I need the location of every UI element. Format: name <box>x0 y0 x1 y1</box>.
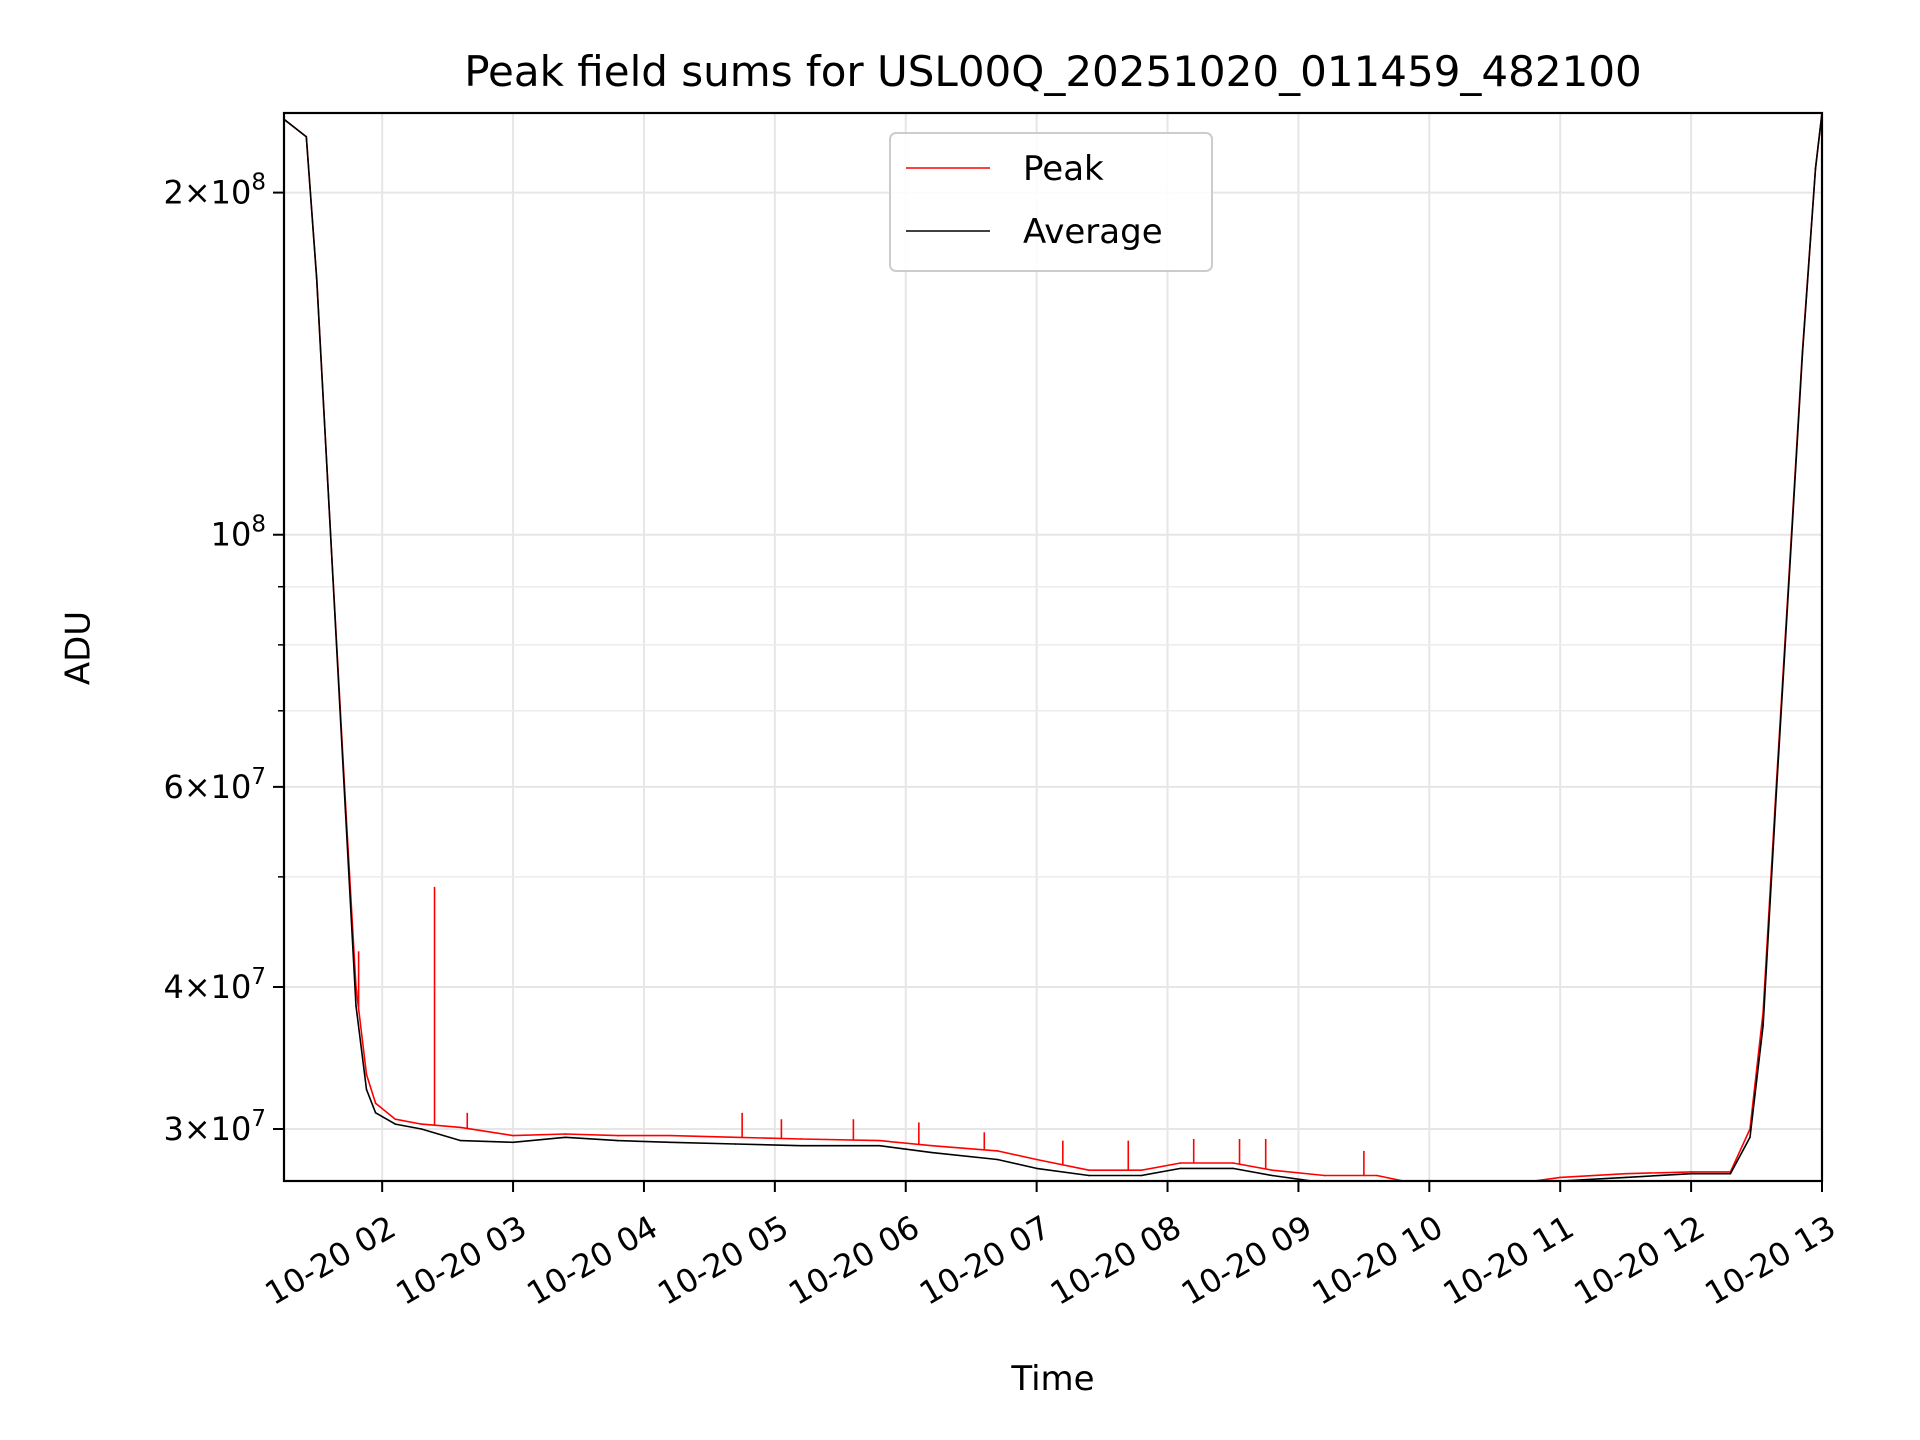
peak-point <box>669 1134 671 1137</box>
average-point <box>355 1005 357 1007</box>
average-point <box>996 1158 999 1161</box>
peak-point <box>564 1133 567 1135</box>
peak-point <box>616 1134 619 1137</box>
average-point <box>344 811 347 813</box>
y-tick-label: 3×107 <box>163 1106 266 1148</box>
average-point <box>1788 575 1791 577</box>
peak-point <box>1232 1162 1234 1164</box>
average-point <box>1271 1174 1274 1177</box>
y-axis-label: ADU <box>59 611 99 685</box>
peak-point <box>459 1126 462 1129</box>
peak-point <box>1376 1174 1378 1177</box>
average-point <box>564 1136 567 1139</box>
y-tick-label: 4×107 <box>163 964 266 1006</box>
peak-point <box>512 1134 514 1137</box>
peak-series-line <box>284 113 1822 1181</box>
legend-peak-label: Peak <box>1023 149 1104 189</box>
average-point <box>315 277 318 280</box>
average-point <box>374 1112 377 1114</box>
average-point <box>420 1128 423 1130</box>
average-point <box>878 1144 881 1147</box>
average-point <box>365 1088 368 1091</box>
average-point <box>1814 167 1817 170</box>
average-point <box>1690 1172 1692 1175</box>
y-axis: 3×107 4×107 6×107 108 2×108 <box>163 170 284 1148</box>
peak-point <box>996 1150 999 1152</box>
y-tick-label: 2×108 <box>163 170 266 212</box>
average-point <box>669 1141 671 1144</box>
average-point <box>1624 1176 1627 1179</box>
y-tick-label: 108 <box>211 512 266 554</box>
peak-point <box>1179 1162 1182 1164</box>
chart-title: Peak field sums for USL00Q_20251020_0114… <box>464 47 1642 96</box>
average-point <box>616 1139 619 1142</box>
average-point <box>394 1123 397 1125</box>
x-axis-label: Time <box>1010 1359 1094 1399</box>
average-point <box>459 1139 462 1142</box>
y-tick-label: 6×107 <box>163 764 266 806</box>
peak-point <box>420 1123 423 1125</box>
peak-point <box>931 1144 933 1147</box>
peak-point <box>1559 1176 1562 1179</box>
peak-point <box>365 1073 368 1076</box>
peak-point <box>1323 1174 1326 1177</box>
peak-point <box>734 1136 737 1139</box>
peak-point <box>800 1138 802 1140</box>
average-point <box>1179 1167 1182 1170</box>
average-point <box>512 1141 514 1144</box>
average-point <box>1140 1174 1143 1177</box>
peak-point <box>374 1102 377 1105</box>
average-point <box>1035 1167 1038 1170</box>
peak-point <box>878 1139 881 1142</box>
peak-point <box>1271 1169 1274 1171</box>
average-point <box>800 1144 802 1147</box>
plot-frame <box>282 111 1824 1183</box>
legend: Peak Average <box>889 132 1213 272</box>
average-point <box>305 135 308 138</box>
average-point <box>1749 1136 1751 1139</box>
average-point <box>734 1143 737 1145</box>
grid <box>284 113 1823 1181</box>
average-point <box>1729 1172 1732 1175</box>
average-point <box>329 519 331 521</box>
series-layer <box>284 113 1822 1181</box>
peak-point <box>1624 1172 1627 1175</box>
average-point <box>1088 1174 1090 1177</box>
peak-point <box>1140 1169 1143 1171</box>
peak-point <box>1088 1169 1090 1171</box>
peak-point <box>394 1118 397 1121</box>
series-group <box>284 113 1822 1181</box>
average-point <box>1232 1167 1234 1170</box>
average-series-line <box>284 113 1822 1181</box>
average-point <box>1762 1024 1764 1027</box>
peak-point <box>1690 1171 1692 1173</box>
average-point <box>931 1151 933 1154</box>
average-point <box>1801 353 1804 356</box>
average-point <box>1775 794 1777 796</box>
legend-average-label: Average <box>1023 212 1163 252</box>
peak-point <box>1035 1158 1038 1161</box>
